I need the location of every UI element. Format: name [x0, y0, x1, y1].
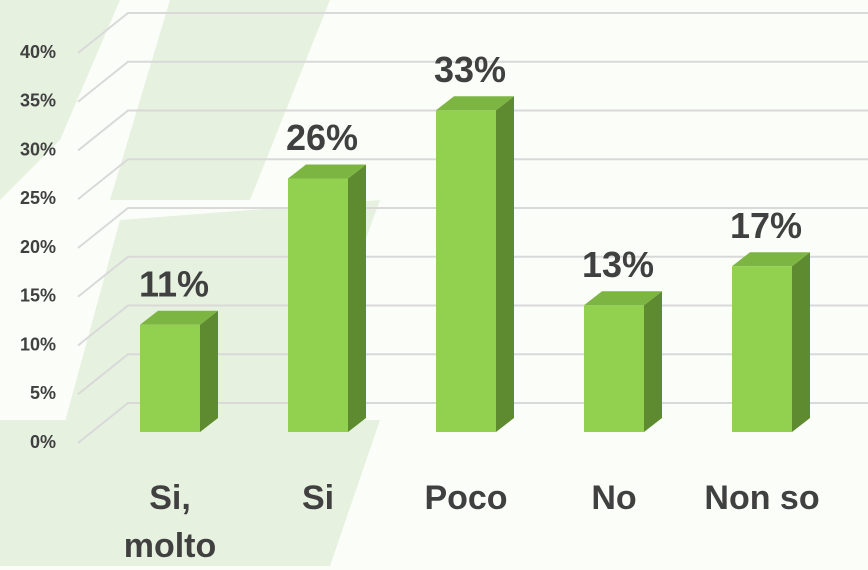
y-tick-label: 25% — [20, 188, 56, 208]
y-tick-label: 35% — [20, 91, 56, 111]
y-tick-label: 0% — [30, 432, 56, 452]
y-tick-label: 40% — [20, 42, 56, 62]
grid — [77, 12, 868, 444]
y-tick-label: 5% — [30, 383, 56, 403]
bars — [140, 96, 810, 432]
value-label: 26% — [286, 117, 358, 158]
bar — [288, 178, 348, 432]
x-tick-label: Poco — [424, 479, 508, 517]
y-tick-label: 15% — [20, 286, 56, 306]
grid-line — [77, 207, 868, 249]
bar — [584, 305, 644, 432]
bar-side — [348, 164, 366, 432]
bar-top — [732, 252, 810, 267]
bar-top — [436, 96, 514, 111]
y-tick-label: 20% — [20, 237, 56, 257]
bar-side — [496, 96, 514, 432]
bar — [436, 110, 496, 432]
bar — [140, 324, 200, 432]
grid-line — [77, 255, 868, 298]
bar-top — [288, 164, 366, 179]
watermark-shape — [110, 0, 330, 200]
watermark-shape — [0, 420, 380, 566]
bar-top — [140, 310, 218, 325]
grid-line — [77, 12, 868, 54]
value-label: 33% — [434, 49, 506, 90]
value-label: 13% — [582, 244, 654, 285]
bar-side — [200, 310, 218, 432]
y-tick-label: 10% — [20, 334, 56, 354]
x-tick-label: Non so — [704, 479, 820, 517]
bar-side — [644, 291, 662, 432]
x-tick-label: No — [591, 479, 637, 517]
watermark-shape — [0, 0, 120, 200]
value-label: 11% — [139, 263, 209, 304]
grid-line — [77, 158, 868, 201]
bar — [732, 266, 792, 432]
grid-line — [77, 109, 868, 152]
grid-line — [77, 60, 868, 103]
bar-top — [584, 291, 662, 306]
x-tick-label: Si, molto — [123, 479, 217, 565]
y-tick-label: 30% — [20, 139, 56, 159]
x-tick-label: Si — [301, 479, 335, 517]
bar-side — [792, 252, 810, 432]
value-label: 17% — [730, 205, 802, 246]
